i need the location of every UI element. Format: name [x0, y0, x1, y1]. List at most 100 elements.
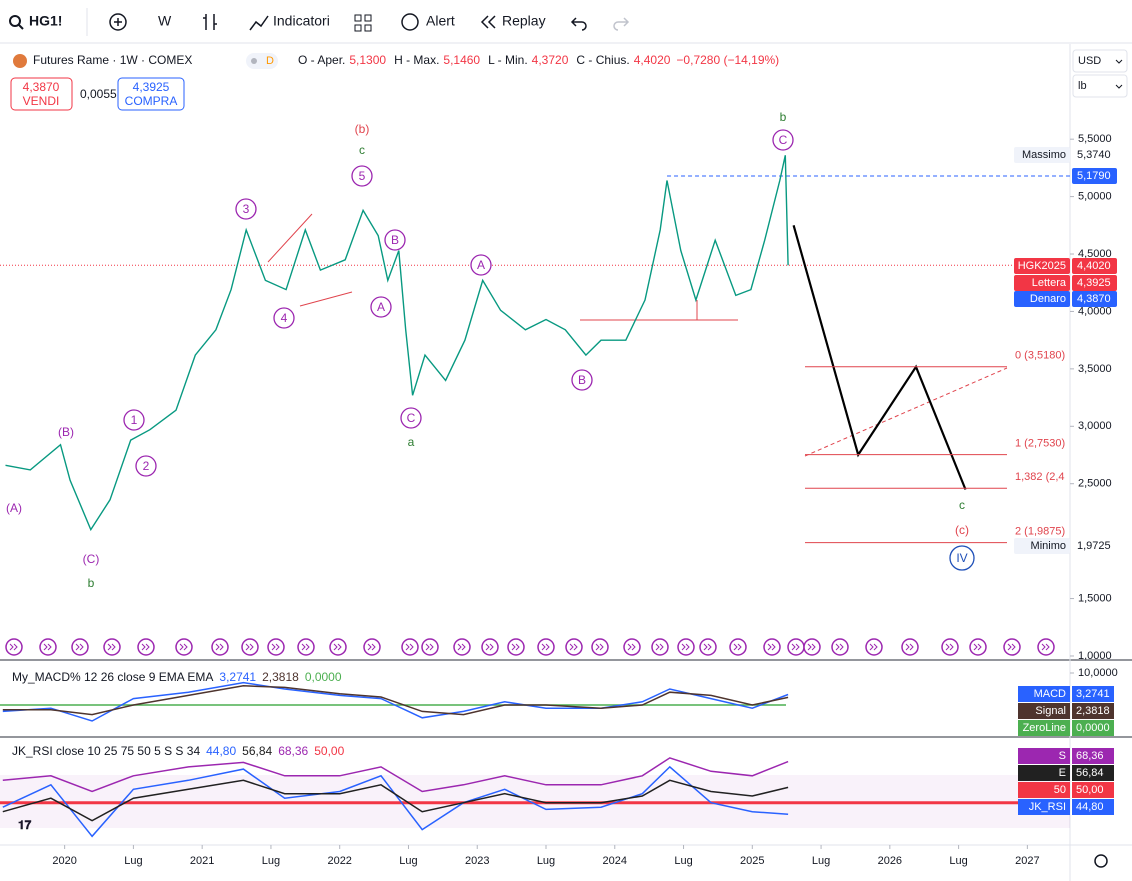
symbol[interactable]: HG1!: [29, 13, 62, 29]
series-line: [2, 765, 789, 838]
event-icon[interactable]: [421, 638, 439, 656]
price-label-box: [1072, 291, 1117, 307]
indicator-name-box: [1018, 799, 1070, 815]
event-icon[interactable]: [211, 638, 229, 656]
event-icon[interactable]: [507, 638, 525, 656]
indicator-label-box: [1072, 720, 1114, 736]
indicators-button[interactable]: Indicatori: [273, 13, 330, 29]
event-icon[interactable]: [699, 638, 717, 656]
wave-label: 3: [243, 202, 250, 216]
event-icon[interactable]: [651, 638, 669, 656]
event-icon-arrow: [835, 643, 844, 651]
event-icon[interactable]: [1003, 638, 1021, 656]
indicator-label-name: 50: [1054, 784, 1066, 796]
interval[interactable]: W: [158, 13, 172, 29]
buy-button[interactable]: [117, 77, 185, 111]
event-icon[interactable]: [941, 638, 959, 656]
x-tick-label: 2026: [878, 855, 902, 867]
event-icon[interactable]: [401, 638, 419, 656]
event-icon[interactable]: [363, 638, 381, 656]
replay-button[interactable]: Replay: [502, 13, 546, 29]
indicator-name: My_MACD% 12 26 close 9 EMA EMA: [12, 670, 213, 684]
event-icon[interactable]: [453, 638, 471, 656]
event-icon[interactable]: [175, 638, 193, 656]
event-icon[interactable]: [677, 638, 695, 656]
ohlc-value: 5,1460: [443, 53, 480, 67]
indicator-title: JK_RSI close 10 25 75 50 5 S S 34 44,80 56…: [12, 744, 345, 758]
candles-icon[interactable]: [203, 14, 217, 30]
event-icon[interactable]: [267, 638, 285, 656]
event-icon[interactable]: [969, 638, 987, 656]
event-icon-arrow: [271, 643, 280, 651]
indicator-label-box: [1072, 782, 1114, 798]
unit-select[interactable]: [1072, 74, 1128, 98]
layout-icon[interactable]: [354, 14, 372, 32]
alert-button[interactable]: Alert: [426, 13, 455, 29]
event-icon[interactable]: [763, 638, 781, 656]
add-icon[interactable]: [109, 13, 127, 31]
event-icon[interactable]: [103, 638, 121, 656]
wave-label: A: [477, 258, 485, 272]
event-icon[interactable]: [623, 638, 641, 656]
wave-label: (c): [955, 523, 969, 537]
event-icon[interactable]: [831, 638, 849, 656]
wave-circle: [370, 296, 392, 318]
alert-icon[interactable]: [401, 13, 419, 31]
settings-icon[interactable]: [1094, 854, 1108, 868]
symbol-logo: [13, 54, 27, 68]
redo-icon[interactable]: [613, 17, 630, 31]
wave-circle: [384, 229, 406, 251]
event-icon[interactable]: [787, 638, 805, 656]
event-icon[interactable]: [5, 638, 23, 656]
event-icon[interactable]: [729, 638, 747, 656]
indicator-name-box: [1018, 686, 1070, 702]
wave-label: 2: [143, 459, 150, 473]
sell-button[interactable]: [10, 77, 73, 111]
event-icon[interactable]: [39, 638, 57, 656]
event-icon[interactable]: [71, 638, 89, 656]
event-icon[interactable]: [565, 638, 583, 656]
event-icon[interactable]: [241, 638, 259, 656]
event-icon-arrow: [333, 643, 342, 651]
event-icon[interactable]: [1037, 638, 1055, 656]
search-icon[interactable]: [9, 15, 21, 27]
event-icon[interactable]: [803, 638, 821, 656]
wave-label: IV: [956, 551, 967, 565]
indicators-icon[interactable]: [249, 15, 269, 31]
fib-diagonal: [804, 367, 1008, 457]
replay-icon[interactable]: [480, 15, 496, 29]
event-icon[interactable]: [481, 638, 499, 656]
spread: 0,0055: [80, 87, 117, 101]
search-icon: [18, 24, 24, 30]
event-icon[interactable]: [901, 638, 919, 656]
indicator-label-name: S: [1059, 750, 1066, 762]
event-icon[interactable]: [537, 638, 555, 656]
indicator-label-value: 56,84: [1076, 767, 1104, 779]
event-icon-arrow: [245, 643, 254, 651]
x-tick-label: 2024: [603, 855, 627, 867]
event-icon-arrow: [425, 643, 434, 651]
event-icon-arrow: [511, 643, 520, 651]
indicator-value: 50,00: [314, 744, 344, 758]
price-label-name: HGK2025: [1018, 260, 1066, 272]
ohlc-label: O - Aper.: [298, 53, 345, 67]
ohlc-label: H - Max.: [394, 53, 439, 67]
wave-circle: [571, 369, 593, 391]
event-icon[interactable]: [329, 638, 347, 656]
event-icon[interactable]: [297, 638, 315, 656]
event-icon-arrow: [767, 643, 776, 651]
undo-icon[interactable]: [570, 17, 587, 31]
wave-label: (C): [83, 552, 100, 566]
price-label: 4,3925: [1077, 277, 1111, 289]
event-icon[interactable]: [591, 638, 609, 656]
indicator-label-value: 3,2741: [1076, 688, 1110, 700]
series-line: [2, 779, 789, 822]
fib-label: 1 (2,7530): [1015, 438, 1065, 450]
event-icon[interactable]: [137, 638, 155, 656]
price-label-box: [1072, 275, 1117, 291]
indicator-label-value: 44,80: [1076, 801, 1104, 813]
event-icon-arrow: [75, 643, 84, 651]
currency-select[interactable]: [1072, 49, 1128, 73]
event-icon[interactable]: [865, 638, 883, 656]
